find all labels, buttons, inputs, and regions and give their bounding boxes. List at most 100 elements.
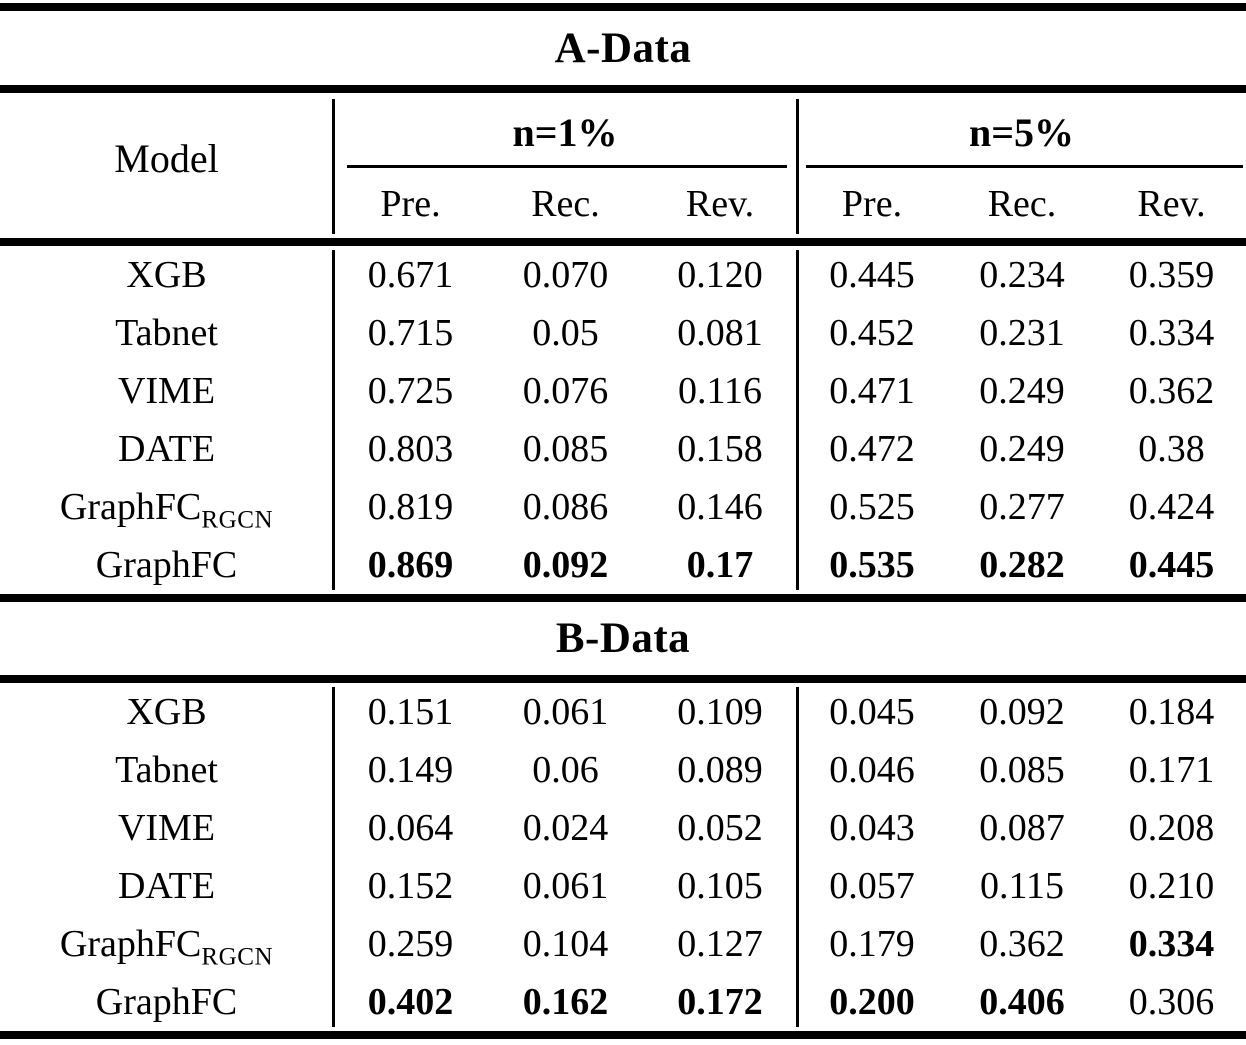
metric-value: 0.127: [677, 923, 763, 965]
metric-value: 0.085: [979, 749, 1065, 791]
metric-value: 0.472: [829, 428, 915, 470]
section-title-a-data: A-Data: [554, 24, 692, 72]
metric-value: 0.231: [979, 312, 1065, 354]
rule-below-a-title: [0, 85, 1246, 93]
metric-value: 0.070: [522, 254, 609, 296]
metric-value: 0.076: [522, 370, 609, 412]
metric-value: 0.200: [829, 981, 915, 1023]
model-name: GraphFC: [95, 981, 238, 1023]
metric-value: 0.210: [1128, 865, 1215, 907]
metric-value: 0.151: [367, 691, 454, 733]
metric-value: 0.061: [522, 865, 609, 907]
table-row: VIME 0.725 0.076 0.116 0.471 0.249 0.362: [0, 362, 1246, 420]
model-name: VIME: [117, 370, 216, 412]
metric-value: 0.424: [1128, 486, 1215, 528]
model-name: GraphFCRGCN: [59, 486, 274, 534]
table-row: DATE 0.803 0.085 0.158 0.472 0.249 0.38: [0, 420, 1246, 478]
metric-value: 0.277: [979, 486, 1065, 528]
model-name: GraphFCRGCN: [59, 923, 274, 971]
cmidrule-n1: [347, 165, 787, 168]
table-row: GraphFC 0.869 0.092 0.17 0.535 0.282 0.4…: [0, 536, 1246, 594]
metric-value: 0.024: [522, 807, 609, 849]
metric-value: 0.092: [522, 544, 609, 586]
model-name: DATE: [117, 428, 216, 470]
metric-value: 0.803: [367, 428, 454, 470]
body-vertical-divider-1: [332, 250, 335, 590]
metric-value: 0.085: [522, 428, 609, 470]
model-name: VIME: [117, 807, 216, 849]
metric-value: 0.406: [979, 981, 1065, 1023]
metric-value: 0.149: [367, 749, 454, 791]
metric-value: 0.046: [829, 749, 915, 791]
metric-value: 0.089: [677, 749, 763, 791]
model-name: Tabnet: [115, 749, 218, 791]
bottom-rule: [0, 1031, 1246, 1039]
body-vertical-divider-2: [796, 250, 799, 590]
metric-value: 0.109: [677, 691, 763, 733]
metric-value: 0.259: [367, 923, 454, 965]
model-name: GraphFC: [95, 544, 238, 586]
metric-value: 0.282: [979, 544, 1065, 586]
rule-below-header: [0, 238, 1246, 246]
metric-value: 0.334: [1128, 923, 1215, 965]
model-name: XGB: [126, 254, 207, 296]
cmidrule-n5: [806, 165, 1243, 168]
metric-value: 0.249: [979, 428, 1065, 470]
metric-value: 0.869: [367, 544, 454, 586]
metric-value: 0.087: [979, 807, 1065, 849]
metric-value: 0.715: [367, 312, 454, 354]
metric-value: 0.452: [829, 312, 915, 354]
table-row: VIME 0.064 0.024 0.052 0.043 0.087 0.208: [0, 799, 1246, 857]
table-row: Tabnet 0.715 0.05 0.081 0.452 0.231 0.33…: [0, 304, 1246, 362]
metric-value: 0.158: [677, 428, 763, 470]
metric-value: 0.362: [1128, 370, 1215, 412]
table-row: Tabnet 0.149 0.06 0.089 0.046 0.085 0.17…: [0, 741, 1246, 799]
column-header-rev-n1: Rev.: [685, 183, 755, 225]
body-vertical-divider-1: [332, 687, 335, 1027]
subheader-row: Pre. Rec. Rev. Pre. Rec. Rev.: [0, 177, 1246, 231]
metric-value: 0.171: [1128, 749, 1215, 791]
metric-value: 0.05: [532, 312, 599, 354]
metric-value: 0.061: [522, 691, 609, 733]
metric-value: 0.362: [979, 923, 1065, 965]
section-a-data-body: XGB 0.671 0.070 0.120 0.445 0.234 0.359 …: [0, 246, 1246, 594]
body-vertical-divider-2: [796, 687, 799, 1027]
metric-value: 0.092: [979, 691, 1065, 733]
table-row: GraphFCRGCN 0.259 0.104 0.127 0.179 0.36…: [0, 915, 1246, 973]
column-header-pre-n5: Pre.: [841, 183, 903, 225]
column-header-model: Model: [114, 136, 219, 181]
metric-value: 0.184: [1128, 691, 1215, 733]
metric-value: 0.17: [686, 544, 754, 586]
metric-value: 0.535: [829, 544, 915, 586]
metric-value: 0.445: [829, 254, 915, 296]
metric-value: 0.116: [677, 370, 763, 412]
metric-value: 0.234: [979, 254, 1065, 296]
metric-value: 0.359: [1128, 254, 1215, 296]
rule-above-b-title: [0, 594, 1246, 602]
metric-value: 0.146: [677, 486, 763, 528]
metric-value: 0.306: [1128, 981, 1215, 1023]
section-b-data-body: XGB 0.151 0.061 0.109 0.045 0.092 0.184 …: [0, 683, 1246, 1031]
column-header-rec-n1: Rec.: [531, 183, 600, 225]
header-vertical-divider-2: [796, 99, 799, 234]
model-name: Tabnet: [115, 312, 218, 354]
model-name: DATE: [117, 865, 216, 907]
metric-value: 0.152: [367, 865, 454, 907]
metric-value: 0.671: [367, 254, 454, 296]
metric-value: 0.045: [829, 691, 915, 733]
metric-value: 0.334: [1128, 312, 1215, 354]
metric-value: 0.725: [367, 370, 454, 412]
column-group-n5: n=5%: [968, 109, 1075, 155]
metric-value: 0.38: [1138, 428, 1205, 470]
model-name: XGB: [126, 691, 207, 733]
metric-value: 0.105: [677, 865, 763, 907]
metric-value: 0.445: [1128, 544, 1215, 586]
table-header: Model n=1% n=5% Pre. Rec. Rev. Pre. Rec.…: [0, 93, 1246, 238]
metric-value: 0.057: [829, 865, 915, 907]
metric-value: 0.172: [677, 981, 763, 1023]
section-title-b-data: B-Data: [555, 615, 691, 662]
table-row: XGB 0.151 0.061 0.109 0.045 0.092 0.184: [0, 683, 1246, 741]
column-header-rec-n5: Rec.: [987, 183, 1057, 225]
metric-value: 0.471: [829, 370, 915, 412]
